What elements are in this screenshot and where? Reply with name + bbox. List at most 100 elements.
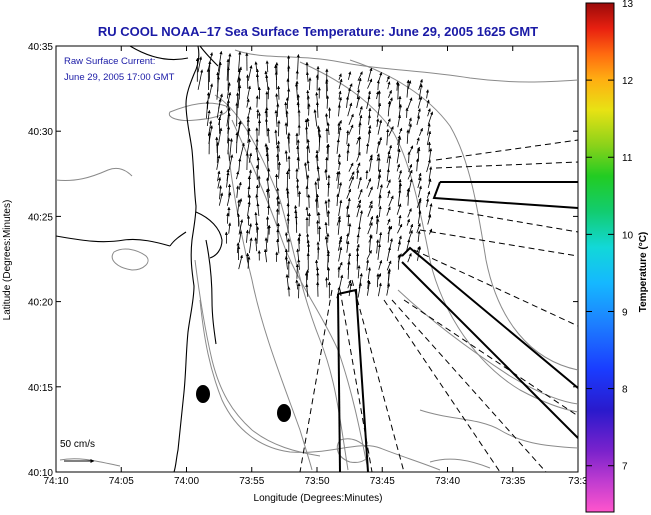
current-vector [295,263,299,279]
current-vector [366,250,372,260]
current-vector [407,169,413,180]
colorbar-tick-label: 11 [622,153,633,164]
current-vector [356,169,360,180]
current-vector [387,190,391,198]
current-vector [318,134,322,152]
current-vector [218,192,224,206]
current-vector [417,147,421,162]
current-vector [284,122,288,135]
current-vector [419,127,423,136]
current-vector [346,240,350,253]
current-vector [397,223,403,234]
x-tick-label: 74:00 [174,476,199,487]
current-vector [216,154,221,170]
current-vector [313,109,318,127]
current-vector [297,190,302,207]
figure-title: RU COOL NOAA–17 Sea Surface Temperature:… [98,24,538,39]
current-vector [376,218,380,235]
current-vector [238,51,242,72]
current-vector [408,164,413,173]
current-vector [388,126,394,137]
current-vector [345,205,350,218]
current-vector [305,283,309,297]
current-vector [396,163,401,172]
current-vector [347,102,353,117]
current-vector [366,178,372,189]
current-vector [356,252,360,270]
current-vector [336,138,340,154]
current-vector [314,198,318,216]
current-vector [407,188,411,206]
current-vector [409,178,413,190]
y-tick-label: 40:15 [28,383,53,394]
current-vector [367,267,372,280]
plot-frame [55,45,579,473]
current-vector [238,254,243,270]
current-vector [308,77,312,91]
current-vector [376,80,380,91]
current-vector [228,222,232,234]
current-vector [356,152,361,162]
current-vector [307,194,311,209]
current-vector [248,152,253,163]
current-vector [398,214,402,226]
x-tick-label: 73:3 [568,476,588,487]
current-vector [197,56,203,73]
current-vector [357,225,361,236]
current-vector [386,179,391,189]
current-vector [326,181,331,197]
current-vector [277,120,281,137]
current-vector [386,118,391,127]
current-vector [347,252,352,262]
current-vector [305,71,310,83]
current-vector [274,71,278,90]
current-vector [406,79,410,98]
current-vector [418,185,422,198]
current-vector [306,95,310,110]
current-vector [386,75,390,83]
current-vector [416,115,421,126]
y-tick-label: 40:20 [28,298,53,309]
current-vector [399,127,403,135]
current-vector [307,103,311,116]
current-vector [387,100,391,117]
current-vector [265,188,270,207]
current-vector [386,260,392,271]
current-vector [245,229,249,243]
current-vector [206,109,211,127]
current-vector [286,55,291,72]
current-vector [348,223,352,235]
current-vector [406,238,411,251]
current-vector [368,129,372,143]
current-vector [348,113,354,126]
current-vector [305,269,310,281]
current-vector [357,188,363,200]
current-vector [284,101,288,118]
station-marker [277,404,291,422]
current-vector [324,169,328,180]
x-tick-label: 74:05 [109,476,134,487]
current-vector [324,200,328,217]
current-vector [247,256,251,269]
current-vector [346,188,352,199]
current-vector [338,246,343,262]
current-vector [358,121,362,135]
current-vector [396,203,402,215]
current-vector [378,205,382,217]
current-vector [237,199,241,216]
current-vector [357,282,362,298]
current-vector [337,161,342,171]
coastline [56,46,223,472]
current-vector [325,95,330,109]
x-tick-label: 73:40 [435,476,460,487]
current-vector [286,135,291,153]
current-vector [357,176,362,189]
current-vector [417,96,423,109]
current-vector [367,78,373,89]
current-vector [348,176,354,189]
current-vector [367,222,373,235]
current-vector [305,206,309,216]
y-tick-label: 40:25 [28,212,53,223]
current-vector [378,282,382,297]
current-vector [346,130,350,145]
